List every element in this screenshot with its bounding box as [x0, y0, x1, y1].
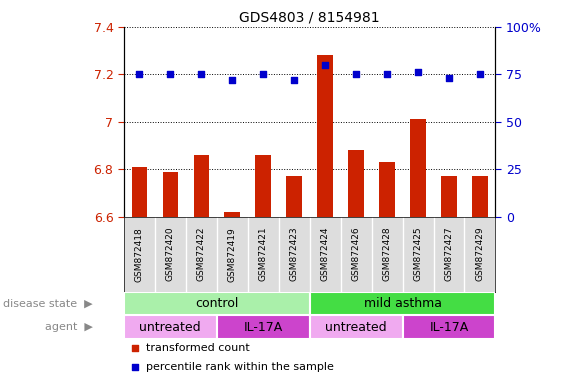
Text: GSM872420: GSM872420	[166, 227, 175, 281]
Point	[351, 71, 360, 78]
Point	[320, 62, 329, 68]
Point	[166, 71, 175, 78]
Bar	[441, 177, 457, 217]
Bar	[410, 119, 426, 217]
Text: untreated: untreated	[140, 321, 201, 334]
Point	[413, 70, 422, 76]
Text: IL-17A: IL-17A	[244, 321, 283, 334]
Bar	[287, 177, 302, 217]
Text: mild asthma: mild asthma	[364, 297, 441, 310]
Point	[197, 71, 206, 78]
Text: GSM872422: GSM872422	[197, 227, 205, 281]
Text: percentile rank within the sample: percentile rank within the sample	[146, 362, 334, 372]
Bar	[217, 315, 310, 339]
Text: GSM872427: GSM872427	[445, 227, 453, 281]
Bar	[472, 177, 488, 217]
Text: GSM872421: GSM872421	[259, 227, 267, 281]
Text: agent  ▶: agent ▶	[45, 322, 93, 332]
Text: disease state  ▶: disease state ▶	[3, 298, 93, 308]
Bar	[132, 167, 147, 217]
Point	[258, 71, 268, 78]
Text: GSM872419: GSM872419	[228, 227, 236, 281]
Text: GSM872424: GSM872424	[321, 227, 329, 281]
Text: GSM872423: GSM872423	[290, 227, 298, 281]
Text: GSM872426: GSM872426	[352, 227, 360, 281]
Bar	[163, 172, 178, 217]
Bar	[318, 55, 333, 217]
Point	[131, 345, 140, 351]
Point	[227, 77, 236, 83]
Point	[475, 71, 484, 78]
Point	[135, 71, 144, 78]
Text: control: control	[195, 297, 239, 310]
Point	[131, 364, 140, 370]
Bar	[256, 155, 271, 217]
Bar	[310, 315, 403, 339]
Text: GSM872429: GSM872429	[476, 227, 484, 281]
Bar	[403, 315, 495, 339]
Bar	[379, 162, 395, 217]
Text: transformed count: transformed count	[146, 343, 250, 353]
Text: GSM872425: GSM872425	[414, 227, 422, 281]
Bar	[225, 212, 240, 217]
Bar	[310, 291, 495, 315]
Text: untreated: untreated	[325, 321, 387, 334]
Bar	[348, 151, 364, 217]
Point	[383, 71, 392, 78]
Point	[445, 75, 454, 81]
Text: GSM872428: GSM872428	[383, 227, 391, 281]
Bar	[124, 291, 310, 315]
Title: GDS4803 / 8154981: GDS4803 / 8154981	[239, 10, 380, 24]
Point	[290, 77, 299, 83]
Bar	[124, 315, 217, 339]
Bar	[194, 155, 209, 217]
Text: IL-17A: IL-17A	[430, 321, 468, 334]
Text: GSM872418: GSM872418	[135, 227, 144, 281]
